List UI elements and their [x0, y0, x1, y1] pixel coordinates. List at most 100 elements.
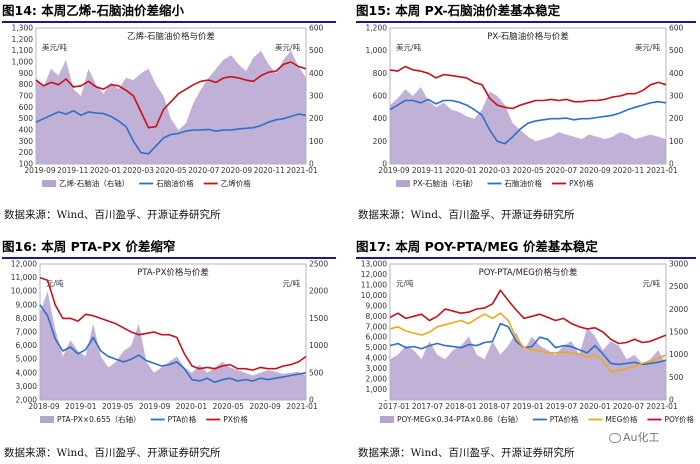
line-series: [389, 289, 667, 345]
line-series: [39, 276, 307, 371]
unit-label-right: 元/吨: [282, 278, 300, 288]
x-axis-tick: 2018-07: [479, 402, 511, 411]
watermark: Au化工: [606, 428, 663, 446]
right-axis-tick: 200: [669, 114, 684, 123]
legend-label: 乙烯价格: [221, 178, 251, 188]
x-axis-tick: 2021-01: [286, 402, 318, 411]
right-axis-tick: 200: [309, 114, 324, 123]
x-axis-tick: 2018-01: [445, 402, 477, 411]
right-axis-tick: 1500: [309, 314, 328, 323]
right-axis-tick: 500: [309, 368, 324, 377]
legend-label: PTA价格: [550, 414, 579, 424]
right-axis-tick: 400: [669, 69, 684, 78]
left-axis-tick: 1,200: [366, 24, 388, 33]
left-axis-tick: 9,000: [366, 301, 388, 310]
figure-number: 图16:: [2, 239, 37, 254]
left-axis-tick: 3,000: [16, 382, 38, 391]
chart-title: PTA-PX价格与价差: [137, 267, 209, 278]
left-axis-tick: 4,000: [16, 368, 38, 377]
line-series: [39, 304, 307, 384]
legend-swatch: [42, 180, 56, 187]
left-axis-tick: 8,000: [16, 314, 38, 323]
right-axis-tick: 500: [669, 373, 684, 382]
unit-label-right: 美元/吨: [635, 42, 661, 52]
left-axis-tick: -: [384, 396, 387, 405]
x-axis-tick: 2020-03: [123, 166, 155, 175]
x-axis-tick: 2020-05: [213, 402, 245, 411]
left-axis-tick: 13,000: [361, 260, 387, 269]
figure-title-14: 图14: 本周乙烯-石脑油价差缩小: [2, 2, 336, 23]
legend-label: POY-MEG×0.34-PTA×0.86（右轴）: [397, 414, 523, 424]
unit-label-right: 美元/吨: [275, 42, 301, 52]
x-axis-tick: 2020-07: [546, 166, 578, 175]
chart-title: POY-PTA/MEG价格与价差: [479, 267, 578, 278]
figure-number: 图17:: [356, 239, 391, 254]
line-series: [35, 109, 307, 155]
x-axis-tick: 2019-05: [102, 402, 134, 411]
legend-label: PTA-PX×0.655（右轴）: [57, 414, 141, 424]
right-axis-tick: 1000: [669, 350, 688, 359]
left-axis-tick: 10,000: [11, 287, 37, 296]
left-axis-tick: 11,000: [361, 280, 387, 289]
left-axis-tick: 7,000: [366, 322, 388, 331]
right-axis-tick: 500: [669, 46, 684, 55]
x-axis-tick: 2019-11: [412, 166, 444, 175]
right-axis-tick: 600: [309, 24, 324, 33]
x-axis-tick: 2020-01: [90, 166, 122, 175]
right-axis-tick: 0: [669, 160, 674, 169]
x-axis-tick: 2021-01: [286, 166, 318, 175]
data-source: 数据来源：Wind、百川盈孚、开源证券研究所: [4, 447, 221, 459]
figure-title-16: 图16: 本周 PTA-PX 价差缩窄: [2, 238, 336, 259]
right-axis-tick: 500: [309, 46, 324, 55]
left-axis-tick: 2,000: [366, 375, 388, 384]
x-axis-tick: 2020-01: [445, 166, 477, 175]
unit-label-left: 美元/吨: [42, 42, 68, 52]
wechat-icon: [609, 433, 621, 443]
left-axis-tick: 1,200: [12, 35, 34, 44]
right-axis-tick: 600: [669, 24, 684, 33]
left-axis-tick: 5,000: [16, 355, 38, 364]
legend-label: 石脑油价格: [156, 178, 194, 188]
legend-label: 乙烯-石脑油（右轴）: [59, 178, 129, 188]
right-axis-tick: 0: [309, 396, 314, 405]
left-axis-tick: 1,100: [12, 46, 34, 55]
left-axis-tick: 600: [19, 103, 34, 112]
x-axis-tick: 2020-01: [176, 402, 208, 411]
x-axis-tick: 2020-11: [613, 166, 645, 175]
right-axis-tick: 2000: [669, 305, 688, 314]
left-axis-tick: 10,000: [361, 291, 387, 300]
line-series: [389, 322, 667, 366]
chart-title: 乙烯-石脑油价格与价差: [127, 31, 215, 42]
right-axis-tick: 400: [309, 69, 324, 78]
x-axis-tick: 2019-07: [546, 402, 578, 411]
left-axis-tick: 300: [19, 137, 34, 146]
right-axis-tick: 1500: [669, 328, 688, 337]
x-axis-tick: 2021-01: [646, 166, 678, 175]
x-axis-tick: 2020-03: [479, 166, 511, 175]
left-axis-tick: 0: [382, 160, 387, 169]
right-axis-tick: 2000: [309, 287, 328, 296]
legend-label: PX价格: [223, 414, 248, 424]
right-axis-tick: 2500: [309, 260, 328, 269]
x-axis-tick: 2020-09: [249, 402, 281, 411]
right-axis-tick: 300: [669, 92, 684, 101]
legend-label: PX价格: [569, 178, 594, 188]
left-axis-tick: 1,000: [366, 385, 388, 394]
legend-swatch: [40, 416, 54, 423]
line-series: [389, 312, 667, 373]
left-axis-tick: 8,000: [366, 312, 388, 321]
right-axis-tick: 0: [309, 160, 314, 169]
left-axis-tick: 400: [19, 126, 34, 135]
x-axis-tick: 2020-07: [188, 166, 220, 175]
left-axis-tick: 400: [373, 114, 388, 123]
left-axis-tick: 200: [19, 148, 34, 157]
x-axis-tick: 2020-09: [579, 166, 611, 175]
x-axis-tick: 2020-07: [613, 402, 645, 411]
data-source: 数据来源：Wind、百川盈孚、开源证券研究所: [358, 209, 575, 221]
left-axis-tick: 1,000: [366, 46, 388, 55]
left-axis-tick: 6,000: [16, 341, 38, 350]
figure-number: 图15:: [356, 3, 391, 18]
x-axis-tick: 2020-01: [579, 402, 611, 411]
